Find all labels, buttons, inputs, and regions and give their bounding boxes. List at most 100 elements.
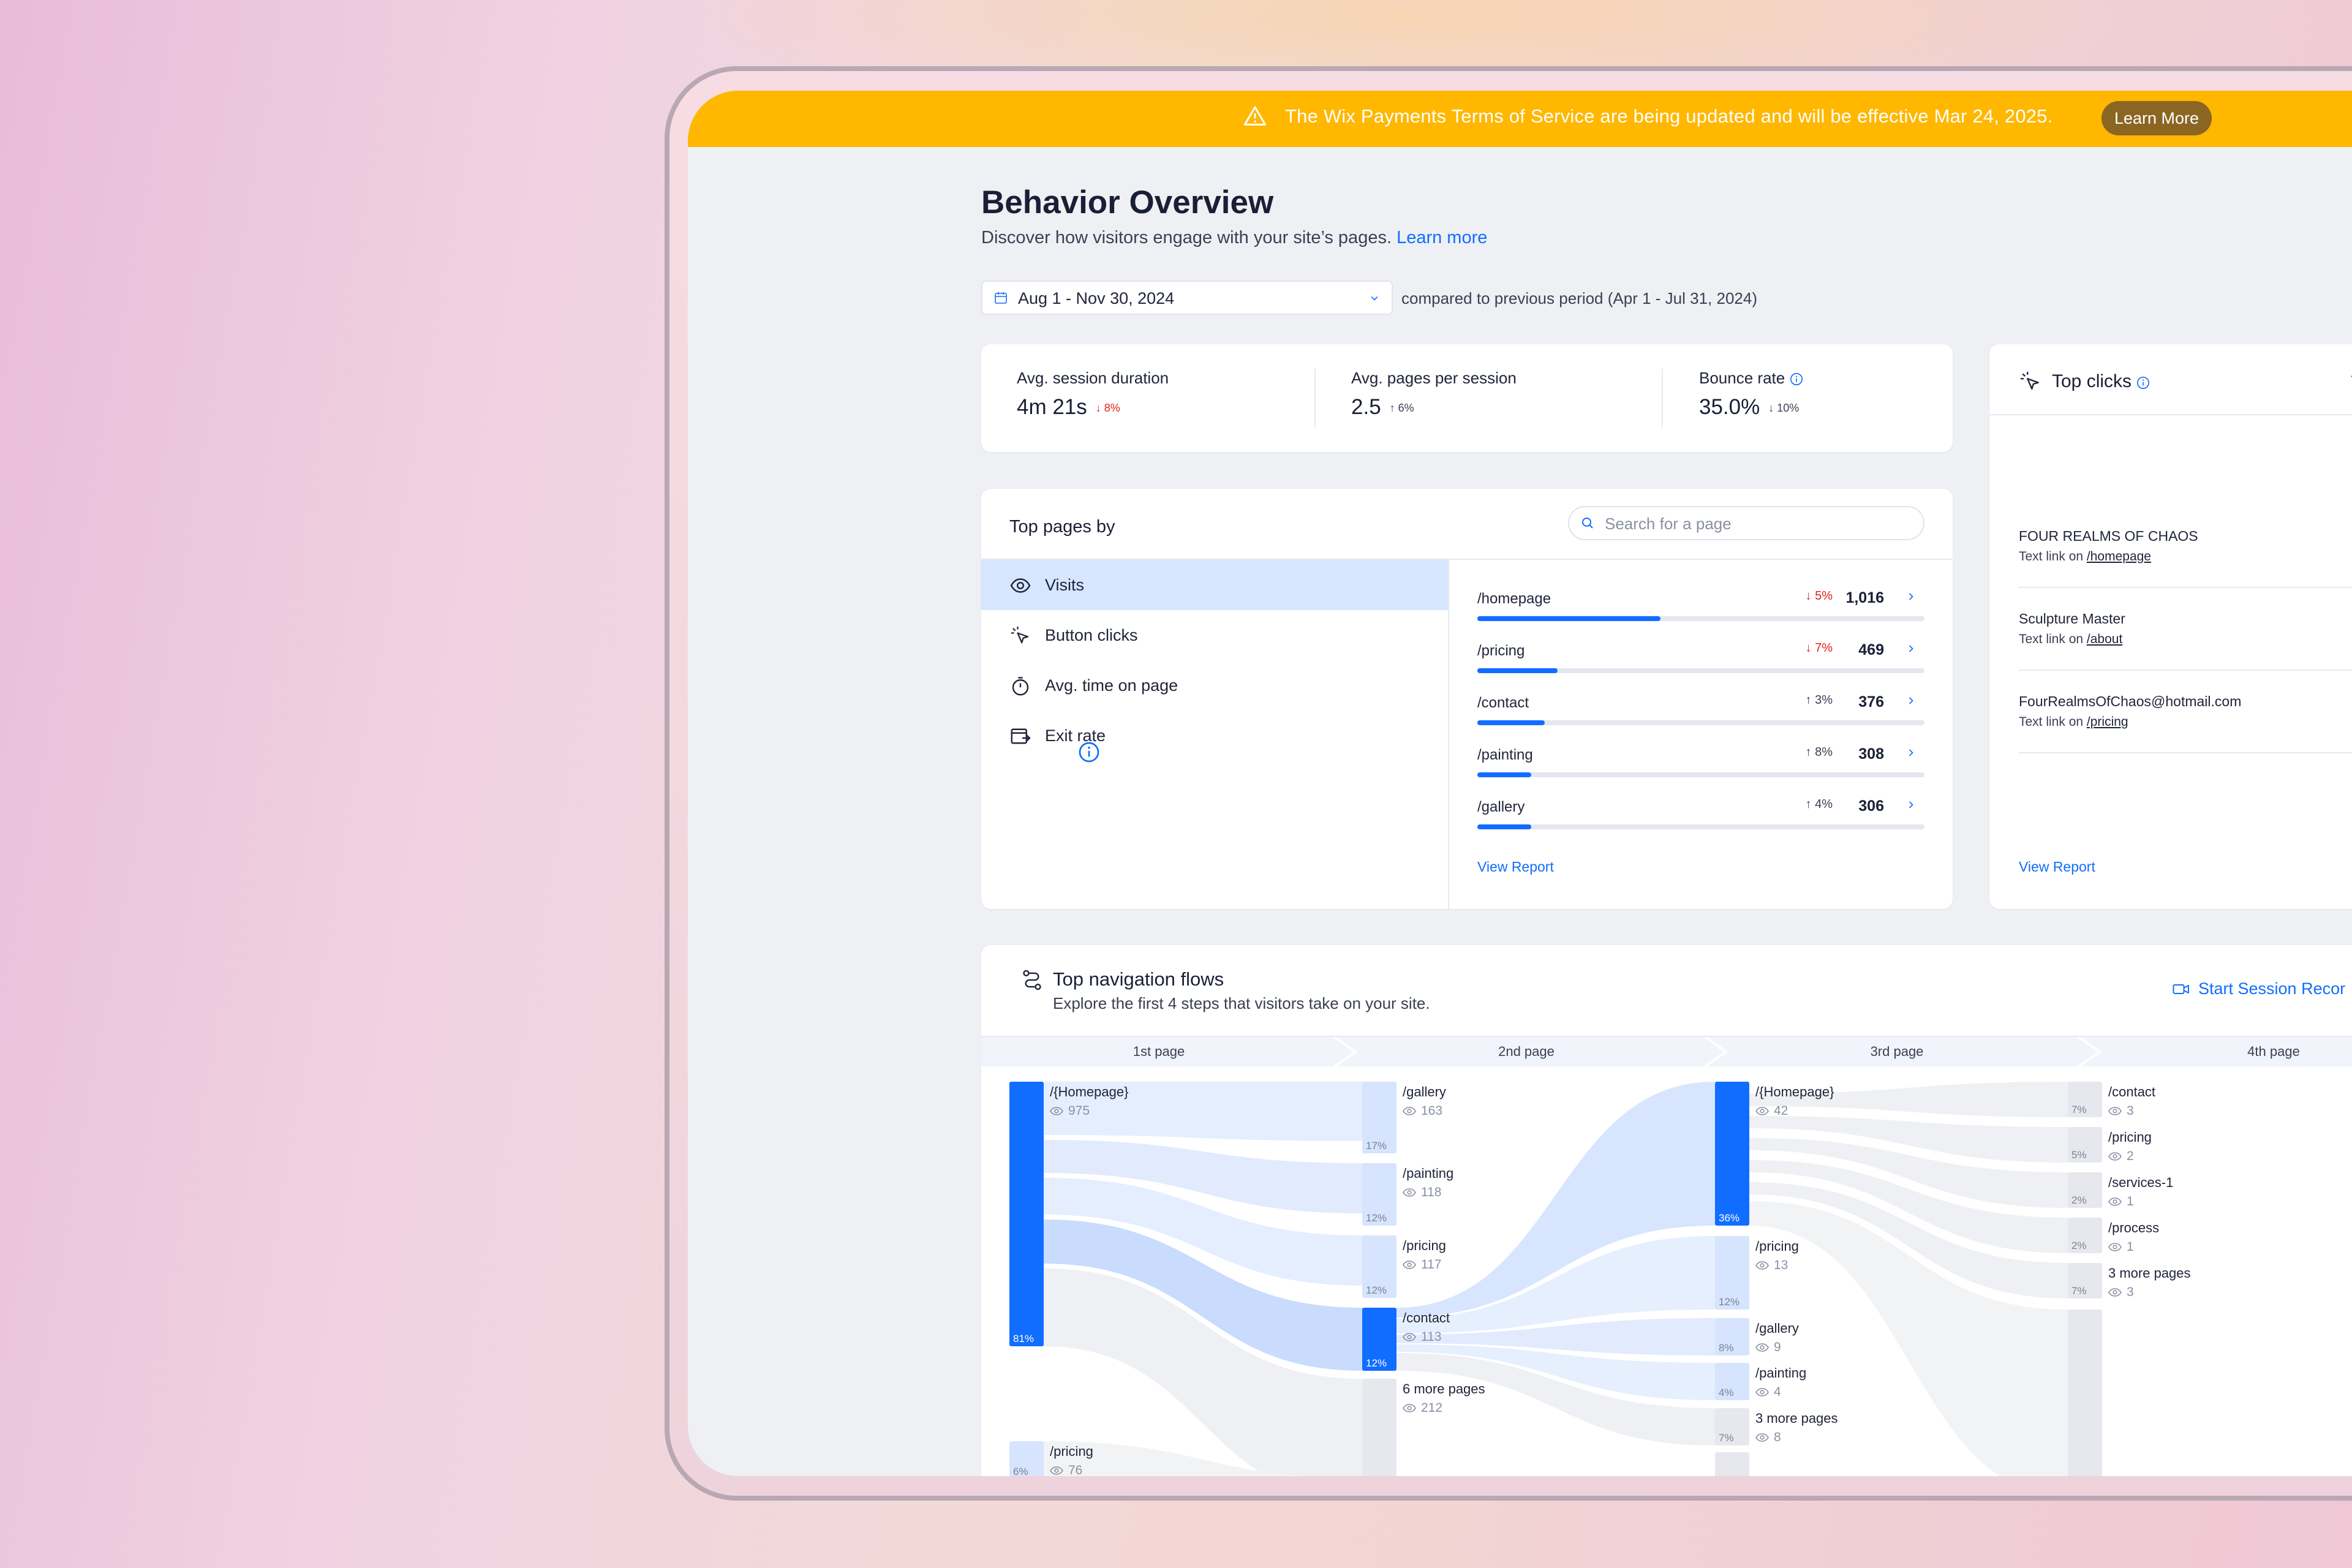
flow-node[interactable]: /{Homepage} 42 xyxy=(1755,1084,1834,1118)
flows-subtitle: Explore the first 4 steps that visitors … xyxy=(1053,994,1430,1012)
metric-exit-rate[interactable]: Exit rate xyxy=(981,710,1448,763)
flow-band xyxy=(1749,1116,2068,1163)
page-row-pricing[interactable]: /pricing ↓ 7% 469 xyxy=(1477,640,1924,692)
flow-node[interactable]: /contact 3 xyxy=(2108,1084,2155,1118)
flow-node[interactable]: /pricing 13 xyxy=(1755,1238,1799,1273)
top-pages-title: Top pages by xyxy=(1009,517,1115,537)
progress-fill xyxy=(1477,772,1531,777)
start-session-recording-link[interactable]: Start Session Recor xyxy=(2173,979,2345,998)
flow-node-count: 3 xyxy=(2108,1285,2191,1300)
flow-node[interactable]: /contact 113 xyxy=(1403,1310,1450,1344)
metric-button-clicks[interactable]: Button clicks xyxy=(981,610,1448,660)
flow-node[interactable]: /process 1 xyxy=(2108,1220,2159,1254)
flow-node-percent: 7% xyxy=(1719,1432,1734,1444)
flow-node[interactable]: /{Homepage} 975 xyxy=(1050,1084,1128,1118)
flow-node-bar xyxy=(2068,1310,2102,1476)
metric-avg-time[interactable]: Avg. time on page xyxy=(981,660,1448,710)
learn-more-button[interactable]: Learn More xyxy=(2101,101,2212,135)
date-range-picker[interactable]: Aug 1 - Nov 30, 2024 xyxy=(981,281,1393,315)
info-icon[interactable] xyxy=(2136,376,2150,390)
page-row-gallery[interactable]: /gallery ↑ 4% 306 xyxy=(1477,796,1924,848)
page-title: Behavior Overview xyxy=(981,184,1274,221)
click-type-filter[interactable]: Ty xyxy=(2351,372,2352,391)
flow-node-path: 6 more pages xyxy=(1403,1381,1485,1396)
search-input[interactable]: Search for a page xyxy=(1568,506,1924,540)
chevron-right-icon[interactable] xyxy=(1905,590,1917,603)
flow-node[interactable]: /services-1 1 xyxy=(2108,1175,2173,1209)
flow-node[interactable]: /painting 4 xyxy=(1755,1365,1806,1400)
chevron-right-icon[interactable] xyxy=(1905,643,1917,655)
metric-visits[interactable]: Visits xyxy=(981,560,1448,610)
click-item[interactable]: Sculpture Master Text link on /about xyxy=(2019,611,2125,647)
flow-band xyxy=(1044,1178,1362,1286)
flow-node[interactable]: /painting 118 xyxy=(1403,1166,1453,1200)
eye-icon xyxy=(2108,1197,2122,1206)
flow-node[interactable]: /gallery 163 xyxy=(1403,1084,1446,1118)
flow-path-icon xyxy=(1023,970,1041,990)
flow-node[interactable]: 6 more pages 212 xyxy=(1403,1381,1485,1415)
flow-node[interactable]: 3 more pages 8 xyxy=(1755,1411,1838,1445)
flows-title: Top navigation flows xyxy=(1053,968,1224,990)
progress-fill xyxy=(1477,668,1558,673)
click-item-prefix: Text link on xyxy=(2019,632,2084,646)
kpi-value: 4m 21s xyxy=(1017,395,1087,419)
progress-track xyxy=(1477,668,1924,673)
search-placeholder: Search for a page xyxy=(1605,514,1732,533)
flow-node[interactable]: 3 more pages 3 xyxy=(2108,1265,2191,1300)
view-report-link[interactable]: View Report xyxy=(2019,859,2095,875)
click-item-prefix: Text link on xyxy=(2019,715,2084,729)
view-report-link[interactable]: View Report xyxy=(1477,859,1554,875)
learn-more-link[interactable]: Learn more xyxy=(1396,228,1488,247)
click-item-page-link[interactable]: /pricing xyxy=(2086,715,2128,729)
page-path: /gallery xyxy=(1477,799,1525,815)
click-item-title: FourRealmsOfChaos@hotmail.com xyxy=(2019,693,2242,709)
chevron-right-icon[interactable] xyxy=(1905,747,1917,759)
kpi-delta: ↑ 6% xyxy=(1389,402,1414,414)
flow-node[interactable]: /gallery 9 xyxy=(1755,1321,1799,1355)
chevron-right-icon[interactable] xyxy=(1905,799,1917,811)
flow-node-path: /contact xyxy=(1403,1310,1450,1325)
eye-icon xyxy=(1755,1433,1769,1442)
progress-track xyxy=(1477,772,1924,777)
flow-node-path: 3 more pages xyxy=(1755,1411,1838,1426)
flow-node-bar xyxy=(1715,1452,1749,1476)
kpi-delta: ↓ 8% xyxy=(1095,402,1120,414)
page-row-contact[interactable]: /contact ↑ 3% 376 xyxy=(1477,692,1924,744)
click-item[interactable]: FOUR REALMS OF CHAOS Text link on /homep… xyxy=(2019,528,2198,564)
click-item-page-link[interactable]: /about xyxy=(2086,632,2123,646)
flow-node-percent: 81% xyxy=(1013,1333,1035,1344)
eye-icon xyxy=(2108,1152,2122,1161)
flow-node-count: 212 xyxy=(1403,1401,1485,1415)
click-item-page-link[interactable]: /homepage xyxy=(2086,549,2151,564)
flow-node-percent: 12% xyxy=(1366,1284,1387,1296)
click-item[interactable]: FourRealmsOfChaos@hotmail.com Text link … xyxy=(2019,693,2241,729)
flow-node-count: 76 xyxy=(1050,1463,1093,1476)
page-value: 376 xyxy=(1858,693,1884,710)
progress-fill xyxy=(1477,824,1531,829)
flow-node[interactable]: /pricing 117 xyxy=(1403,1238,1446,1272)
divider xyxy=(2019,669,2352,671)
eye-icon xyxy=(2108,1107,2122,1115)
info-icon[interactable] xyxy=(1790,372,1803,386)
progress-track xyxy=(1477,824,1924,829)
page-path: /contact xyxy=(1477,695,1529,711)
page-row-painting[interactable]: /painting ↑ 8% 308 xyxy=(1477,744,1924,796)
page-delta: ↓ 5% xyxy=(1805,589,1833,603)
flow-node[interactable]: /pricing 2 xyxy=(2108,1129,2152,1164)
flow-node[interactable]: /pricing 76 xyxy=(1050,1444,1093,1476)
page-row-homepage[interactable]: /homepage ↓ 5% 1,016 xyxy=(1477,588,1924,639)
flow-node-percent: 12% xyxy=(1366,1357,1387,1369)
flow-node-count: 163 xyxy=(1403,1104,1446,1118)
flow-node-count: 13 xyxy=(1755,1258,1799,1273)
info-icon[interactable] xyxy=(1078,741,1100,763)
flow-node-percent: 36% xyxy=(1719,1212,1740,1224)
cursor-click-icon xyxy=(2021,372,2039,390)
kpi-label: Avg. pages per session xyxy=(1351,369,1517,387)
divider xyxy=(2019,752,2352,753)
flow-node-count: 4 xyxy=(1755,1385,1806,1400)
flow-band xyxy=(1044,1140,1362,1213)
chevron-right-icon[interactable] xyxy=(1905,695,1917,707)
flow-node-path: 3 more pages xyxy=(2108,1265,2191,1281)
app-screen: The Wix Payments Terms of Service are be… xyxy=(688,91,2352,1476)
flow-node-path: /pricing xyxy=(1050,1444,1093,1459)
